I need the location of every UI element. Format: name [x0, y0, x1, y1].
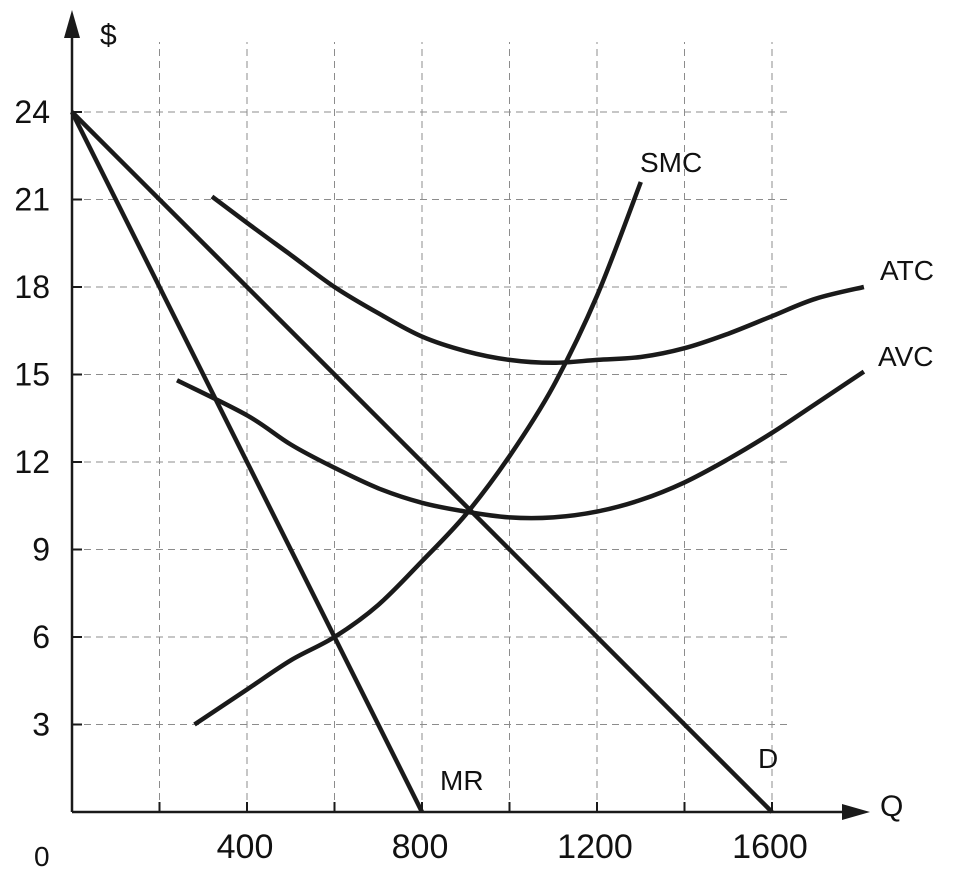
curve-smc [193, 181, 643, 727]
curves [69, 110, 866, 814]
curve-label-atc: ATC [880, 255, 934, 286]
curve-label-d: D [758, 743, 778, 774]
curve-atc [210, 194, 865, 366]
y-tick-label-3: 3 [32, 707, 50, 743]
grid [72, 42, 790, 812]
y-tick-label-6: 6 [32, 619, 50, 655]
x-tick-label-800: 800 [392, 828, 449, 866]
y-tick-label-15: 15 [14, 357, 50, 393]
ticks: 3 6 9 12 15 18 21 24 400 800 1200 1600 [14, 94, 807, 866]
axes: $ Q 0 [34, 10, 903, 872]
curve-label-mr: MR [440, 765, 484, 796]
y-tick-label-18: 18 [14, 269, 50, 305]
y-tick-label-21: 21 [14, 182, 50, 218]
x-axis-arrowhead [842, 804, 870, 820]
x-tick-label-1600: 1600 [732, 828, 808, 866]
y-tick-label-12: 12 [14, 444, 50, 480]
curve-label-smc: SMC [640, 147, 702, 178]
curve-label-avc: AVC [878, 341, 934, 372]
x-axis-label: Q [880, 790, 903, 823]
y-tick-label-9: 9 [32, 532, 50, 568]
origin-label: 0 [34, 841, 50, 872]
y-tick-label-24: 24 [14, 94, 50, 130]
curve-labels: D MR SMC ATC AVC [440, 147, 934, 796]
x-tick-label-400: 400 [217, 828, 274, 866]
curve-avc [175, 369, 866, 521]
x-tick-label-1200: 1200 [557, 828, 633, 866]
curve-d [70, 110, 774, 814]
y-axis-arrowhead [64, 10, 80, 38]
y-axis-label: $ [100, 19, 117, 52]
curve-mr [69, 110, 425, 814]
